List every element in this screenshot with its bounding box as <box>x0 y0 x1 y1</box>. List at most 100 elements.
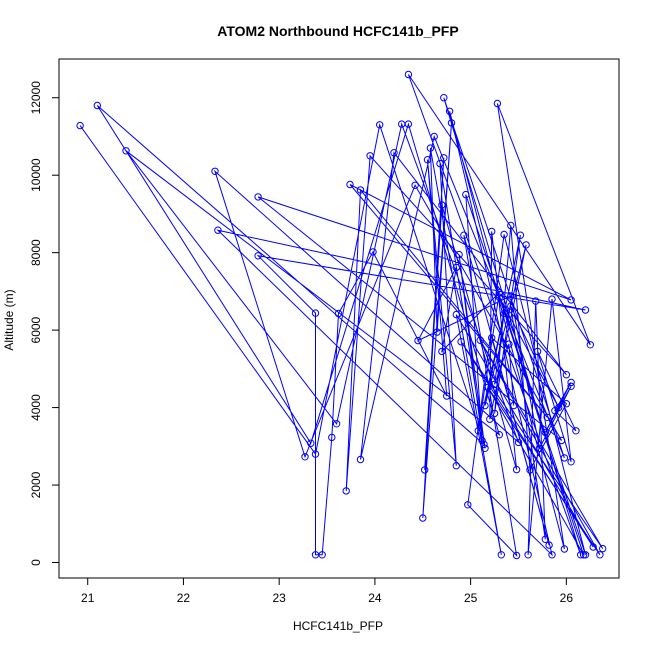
y-tick-label: 10000 <box>29 158 43 192</box>
data-point <box>500 309 508 318</box>
data-point <box>481 401 489 410</box>
data-point <box>334 309 343 318</box>
data-point <box>599 544 607 553</box>
chart-title: ATOM2 Northbound HCFC141b_PFP <box>217 23 458 39</box>
data-point <box>490 409 499 418</box>
data-point <box>426 144 435 152</box>
data-point <box>507 292 515 300</box>
data-point <box>567 382 575 390</box>
data-point <box>562 371 571 379</box>
data-point <box>318 551 326 559</box>
data-point <box>342 487 350 495</box>
data-point <box>404 70 413 79</box>
data-point <box>514 438 523 447</box>
data-point <box>452 462 460 470</box>
data-point <box>332 420 341 428</box>
data-point <box>390 149 398 157</box>
x-tick-label: 23 <box>272 591 286 605</box>
data-point <box>122 147 130 155</box>
data-point <box>557 436 566 445</box>
data-point <box>543 413 551 421</box>
data-point <box>452 263 460 272</box>
data-point <box>214 226 222 234</box>
data-point <box>414 336 422 345</box>
data-point <box>589 543 597 551</box>
data-point <box>533 347 542 356</box>
data-point <box>488 334 496 342</box>
data-point <box>567 458 575 466</box>
data-point <box>433 328 441 336</box>
data-point <box>497 551 505 559</box>
data-point <box>346 180 354 189</box>
x-tick-label: 25 <box>464 591 478 605</box>
data-point <box>411 181 419 190</box>
data-point <box>311 450 320 458</box>
x-tick-label: 21 <box>81 591 95 605</box>
data-point <box>486 415 494 423</box>
data-point <box>551 407 559 415</box>
data-point <box>522 241 530 249</box>
data-point <box>572 427 580 435</box>
data-point <box>421 466 429 474</box>
series-line <box>79 74 604 558</box>
data-point <box>447 119 456 127</box>
data-point <box>493 99 502 108</box>
data-point <box>560 454 569 462</box>
x-axis-label: HCFC141b_PFP <box>293 619 383 633</box>
data-point <box>423 156 432 164</box>
data-point <box>452 310 460 319</box>
data-point <box>438 347 446 356</box>
y-tick-label: 0 <box>29 559 43 566</box>
data-point <box>488 227 496 236</box>
data-point <box>445 107 454 116</box>
data-point <box>541 535 549 543</box>
data-point <box>419 514 427 522</box>
data-point <box>480 440 488 449</box>
data-point <box>440 94 448 102</box>
data-point <box>436 159 444 168</box>
x-tick-label: 26 <box>560 591 574 605</box>
y-tick-label: 6000 <box>29 316 43 343</box>
data-point <box>430 132 438 141</box>
data-point <box>301 453 309 461</box>
data-point <box>254 252 262 260</box>
data-point <box>507 302 515 310</box>
data-point <box>495 288 503 297</box>
data-point <box>560 545 569 553</box>
data-point <box>462 190 470 199</box>
data-point <box>307 439 315 447</box>
data-point <box>93 101 102 110</box>
data-point <box>490 380 499 388</box>
data-point <box>495 431 503 439</box>
data-point <box>567 378 575 387</box>
series-layer <box>76 70 607 560</box>
data-point <box>526 466 534 474</box>
data-point <box>440 154 448 162</box>
data-point <box>596 551 604 559</box>
data-point <box>579 551 588 559</box>
plot-frame <box>58 58 620 579</box>
y-tick-label: 12000 <box>29 81 43 115</box>
data-point <box>356 186 365 194</box>
data-point <box>474 427 482 435</box>
data-point <box>366 152 374 160</box>
y-tick-label: 8000 <box>29 239 43 266</box>
data-point <box>376 121 384 129</box>
data-point <box>76 121 84 130</box>
data-point <box>464 501 472 509</box>
data-point <box>328 433 336 442</box>
data-point <box>562 400 571 408</box>
data-point <box>311 309 320 317</box>
data-point <box>356 455 365 464</box>
x-tick-label: 22 <box>177 591 191 605</box>
data-point <box>524 551 532 559</box>
data-point <box>535 444 544 452</box>
data-point <box>541 428 549 437</box>
data-point <box>581 551 590 559</box>
data-point <box>510 401 518 410</box>
data-point <box>478 436 486 445</box>
y-tick-label: 4000 <box>29 394 43 421</box>
data-point <box>577 551 585 559</box>
x-tick-label: 24 <box>368 591 382 605</box>
